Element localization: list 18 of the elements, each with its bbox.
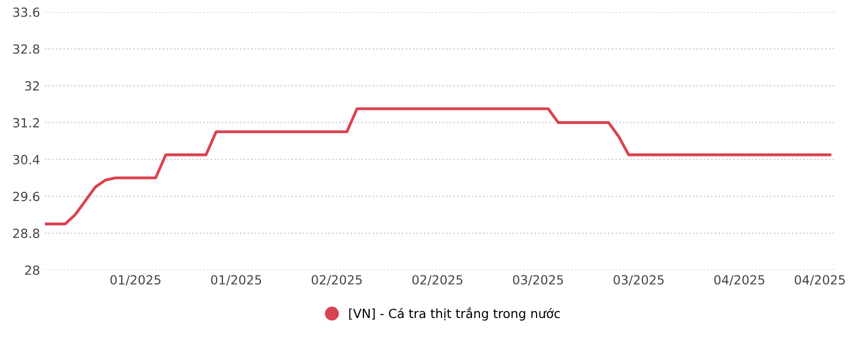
line-series — [45, 107, 832, 226]
x-tick-label: 01/2025 — [110, 275, 160, 286]
y-tick-label: 30.4 — [13, 154, 40, 164]
x-tick-label: 02/2025 — [412, 275, 462, 286]
x-tick-label: 04/2025 — [714, 275, 764, 286]
y-tick-label: 32 — [25, 81, 39, 91]
legend-label: [VN] - Cá tra thịt trắng trong nước — [349, 307, 560, 321]
x-tick-label: 04/2025 — [794, 275, 845, 286]
x-tick-label: 01/2025 — [211, 275, 262, 286]
y-tick-label: 28 — [25, 265, 40, 275]
y-tick-label: 31.2 — [13, 118, 39, 128]
x-tick-label: 02/2025 — [312, 275, 362, 286]
y-tick-label: 28.8 — [13, 228, 40, 238]
y-tick-label: 33.6 — [13, 7, 40, 17]
x-tick-label: 03/2025 — [512, 275, 563, 286]
y-tick-label: 32.8 — [13, 44, 40, 54]
y-tick-label: 29.6 — [13, 192, 40, 202]
x-tick-label: 03/2025 — [614, 275, 664, 286]
